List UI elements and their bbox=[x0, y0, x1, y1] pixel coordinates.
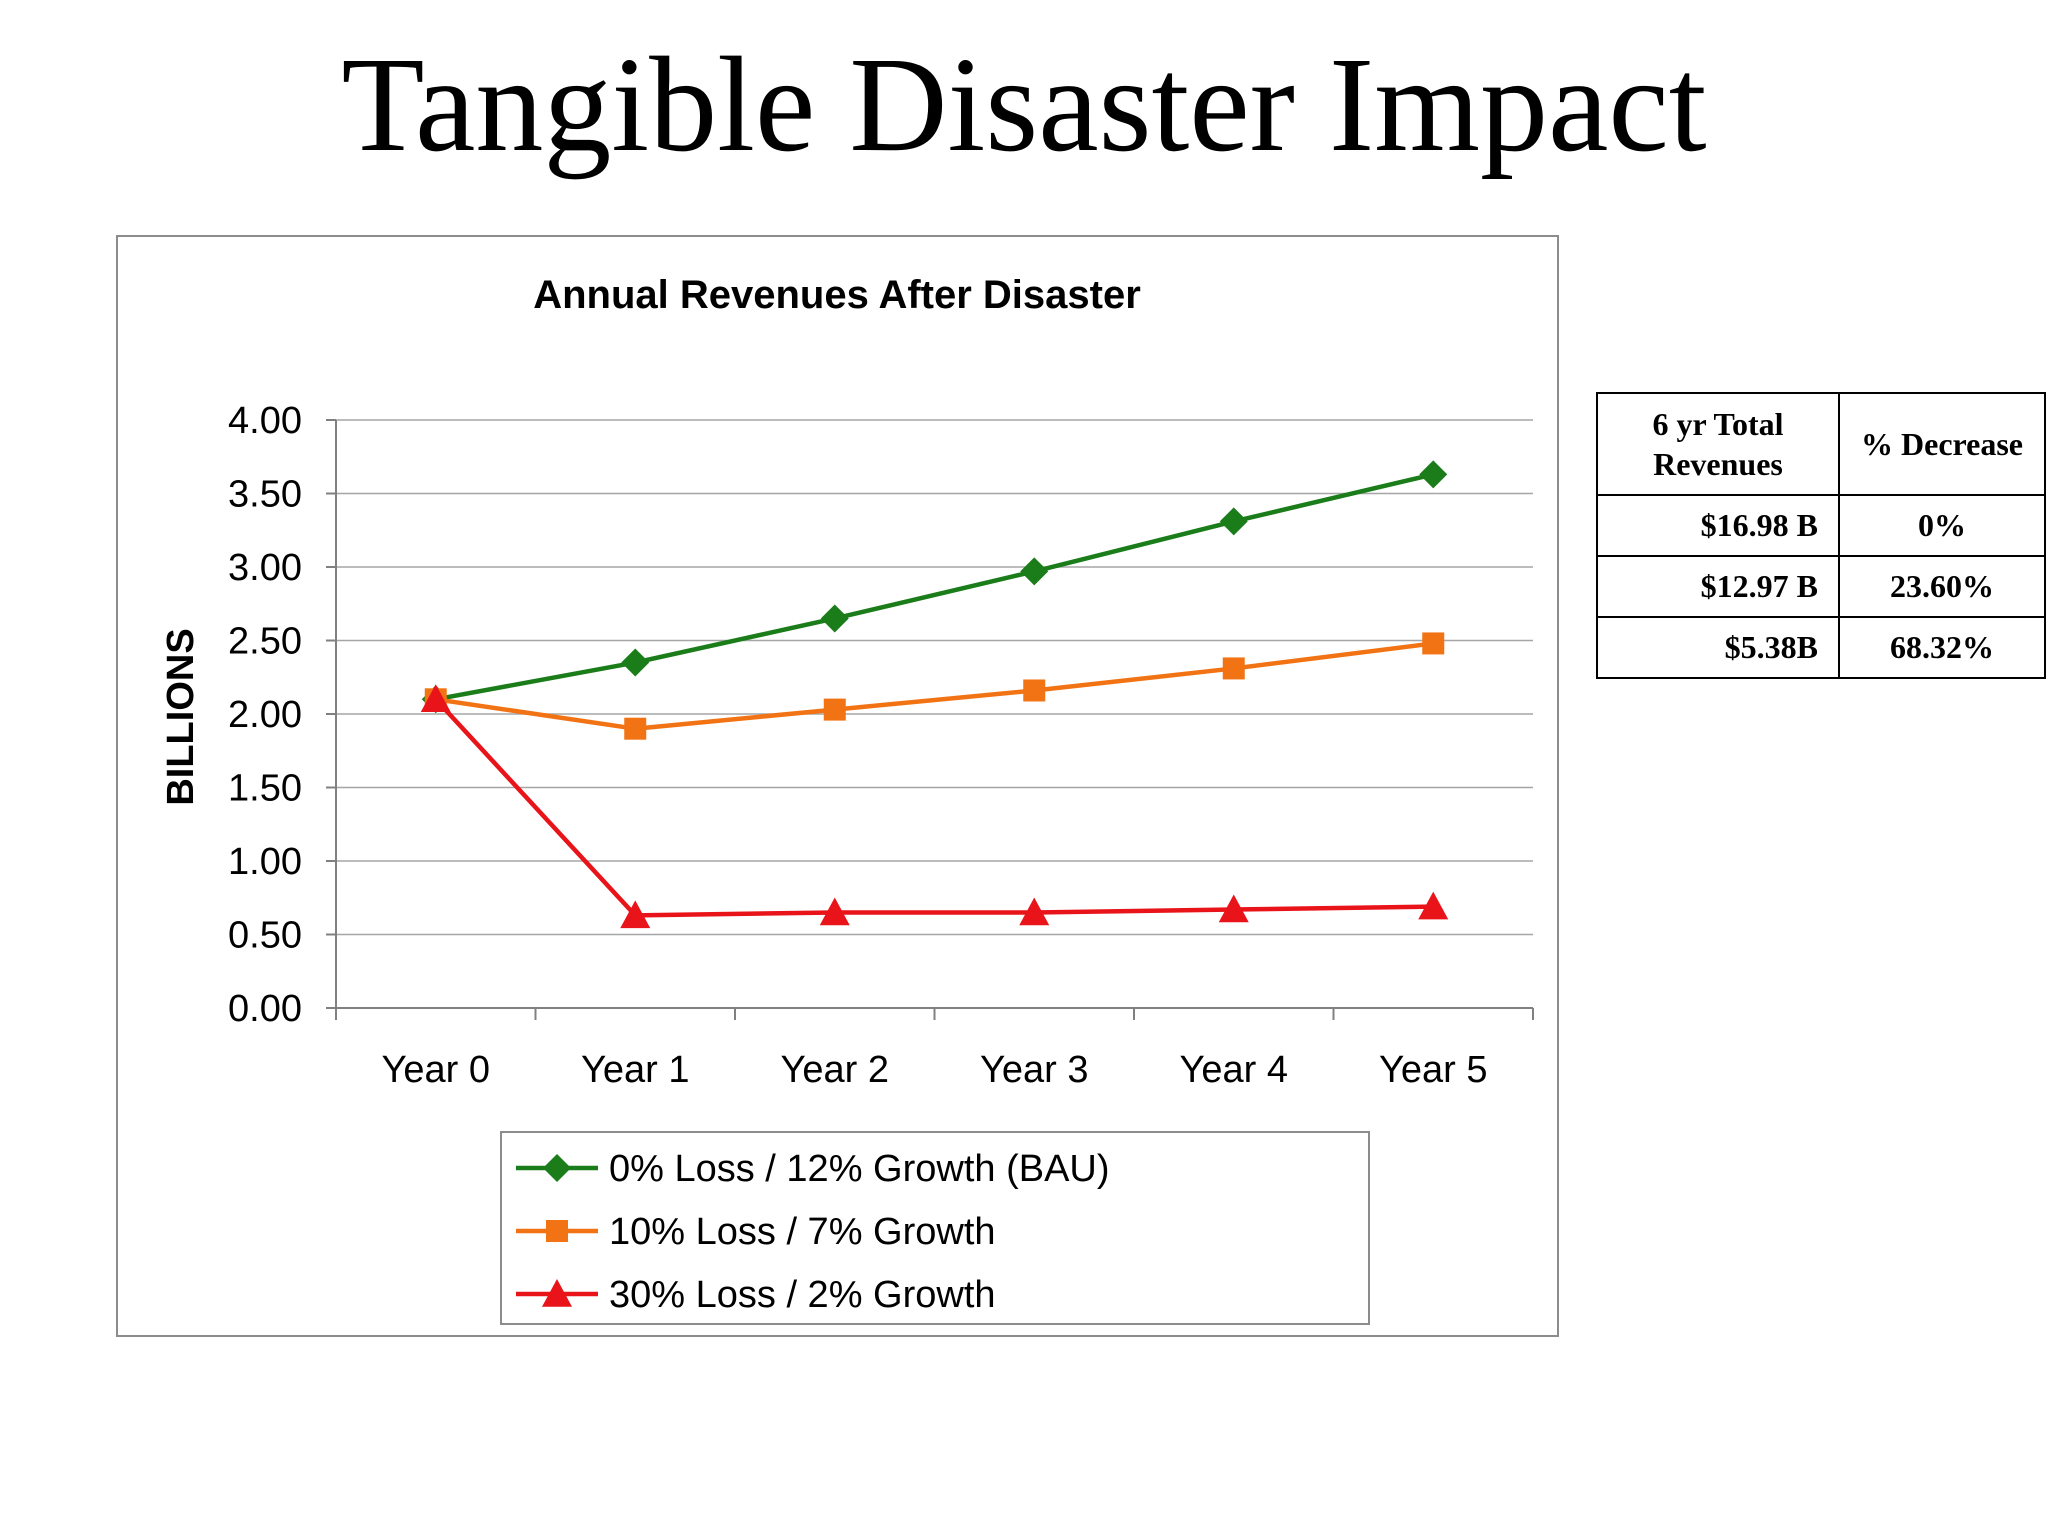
data-point-square bbox=[624, 717, 647, 740]
slide-title: Tangible Disaster Impact bbox=[341, 30, 1707, 180]
x-tick-label: Year 2 bbox=[781, 1049, 889, 1091]
header-percent-decrease: % Decrease bbox=[1838, 392, 2046, 496]
summary-table: 6 yr Total Revenues % Decrease $16.98 B … bbox=[1596, 392, 2046, 679]
y-tick-label: 1.50 bbox=[228, 768, 302, 810]
y-axis-label: BILLIONS bbox=[160, 628, 202, 805]
legend-label: 0% Loss / 12% Growth (BAU) bbox=[609, 1148, 1110, 1190]
legend-marker-square bbox=[546, 1220, 568, 1242]
data-point-triangle bbox=[1019, 897, 1050, 926]
header-total-revenues: 6 yr Total Revenues bbox=[1596, 392, 1840, 496]
legend-marker-diamond bbox=[543, 1154, 571, 1182]
data-point-square bbox=[1023, 679, 1046, 702]
data-point-square bbox=[1222, 657, 1245, 680]
y-tick-label: 0.00 bbox=[228, 988, 302, 1030]
x-tick-label: Year 0 bbox=[382, 1049, 490, 1091]
total-cell: $12.97 B bbox=[1596, 555, 1840, 618]
chart-title: Annual Revenues After Disaster bbox=[533, 273, 1141, 317]
total-cell: $16.98 B bbox=[1596, 494, 1840, 557]
series-line bbox=[435, 472, 1434, 702]
grid-lines bbox=[336, 419, 1533, 936]
data-series bbox=[420, 460, 1449, 929]
legend-label: 30% Loss / 2% Growth bbox=[609, 1274, 996, 1316]
series-1 bbox=[421, 460, 1448, 714]
axes: 0.00 0.50 1.00 1.50 2.00 2.50 3.00 3.50 4.00 Year… bbox=[228, 400, 1534, 1091]
data-point-diamond bbox=[820, 604, 849, 633]
legend-label: 10% Loss / 7% Growth bbox=[609, 1211, 996, 1253]
data-point-diamond bbox=[1219, 507, 1248, 536]
table-row: $5.38B 68.32% bbox=[1596, 616, 2046, 679]
table-header-row: 6 yr Total Revenues % Decrease bbox=[1596, 392, 2046, 496]
decrease-cell: 23.60% bbox=[1838, 555, 2046, 618]
x-tick-label: Year 5 bbox=[1379, 1049, 1487, 1091]
data-point-square bbox=[823, 698, 846, 721]
legend-entry: 10% Loss / 7% Growth bbox=[516, 1211, 996, 1253]
data-point-triangle bbox=[1218, 894, 1249, 923]
series-3 bbox=[420, 684, 1449, 929]
x-tick-label: Year 1 bbox=[581, 1049, 689, 1091]
legend-box bbox=[500, 1131, 1370, 1325]
data-point-square bbox=[1422, 632, 1445, 655]
x-tick-label: Year 3 bbox=[980, 1049, 1088, 1091]
data-point-diamond bbox=[1020, 557, 1049, 586]
legend-marker-triangle bbox=[542, 1279, 572, 1307]
y-tick-label: 3.50 bbox=[228, 474, 302, 516]
y-tick-label: 4.00 bbox=[228, 400, 302, 442]
legend-entry: 0% Loss / 12% Growth (BAU) bbox=[516, 1148, 1110, 1190]
total-cell: $5.38B bbox=[1596, 616, 1840, 679]
y-tick-label: 0.50 bbox=[228, 915, 302, 957]
decrease-cell: 68.32% bbox=[1838, 616, 2046, 679]
data-point-triangle bbox=[819, 897, 850, 926]
decrease-cell: 0% bbox=[1838, 494, 2046, 557]
data-point-diamond bbox=[1419, 460, 1448, 489]
data-point-triangle bbox=[1418, 891, 1449, 920]
legend: 0% Loss / 12% Growth (BAU) 10% Loss / 7% … bbox=[516, 1148, 1110, 1316]
table-row: $16.98 B 0% bbox=[1596, 494, 2046, 557]
series-line bbox=[434, 697, 1434, 918]
y-tick-label: 2.00 bbox=[228, 694, 302, 736]
series-line bbox=[435, 641, 1434, 731]
legend-entry: 30% Loss / 2% Growth bbox=[516, 1274, 996, 1316]
y-tick-label: 2.50 bbox=[228, 621, 302, 663]
data-point-triangle bbox=[620, 900, 651, 929]
y-tick-label: 1.00 bbox=[228, 841, 302, 883]
y-tick-label: 3.00 bbox=[228, 547, 302, 589]
table-row: $12.97 B 23.60% bbox=[1596, 555, 2046, 618]
data-point-diamond bbox=[621, 648, 650, 677]
x-tick-label: Year 4 bbox=[1180, 1049, 1288, 1091]
data-point-triangle bbox=[420, 684, 451, 713]
